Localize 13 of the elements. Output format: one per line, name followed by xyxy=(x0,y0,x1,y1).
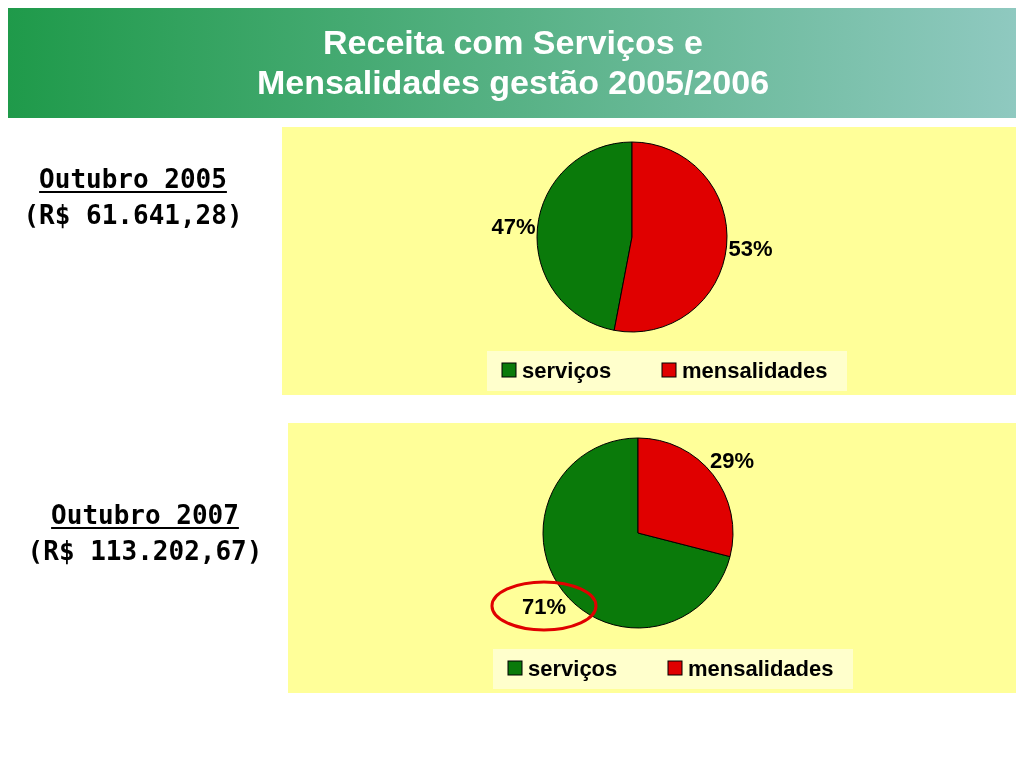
legend-label: mensalidades xyxy=(688,656,834,681)
data-label: 53% xyxy=(728,236,773,262)
text: (R$ 61.641,28) xyxy=(23,200,243,230)
data-label: 29% xyxy=(710,448,755,474)
text: Outubro 2007 xyxy=(51,500,239,530)
chart-title: Receita com Serviços e Mensalidades gestão 2005/2006 xyxy=(256,23,770,101)
data-label: 47% xyxy=(491,213,536,239)
text: Outubro 2005 xyxy=(39,164,227,194)
legend-label: serviços xyxy=(522,358,612,383)
text: (R$ 113.202,67) xyxy=(27,536,263,566)
legend-label: serviços xyxy=(528,656,618,681)
data-label: 71% xyxy=(521,593,566,619)
legend-label: mensalidades xyxy=(682,358,828,383)
